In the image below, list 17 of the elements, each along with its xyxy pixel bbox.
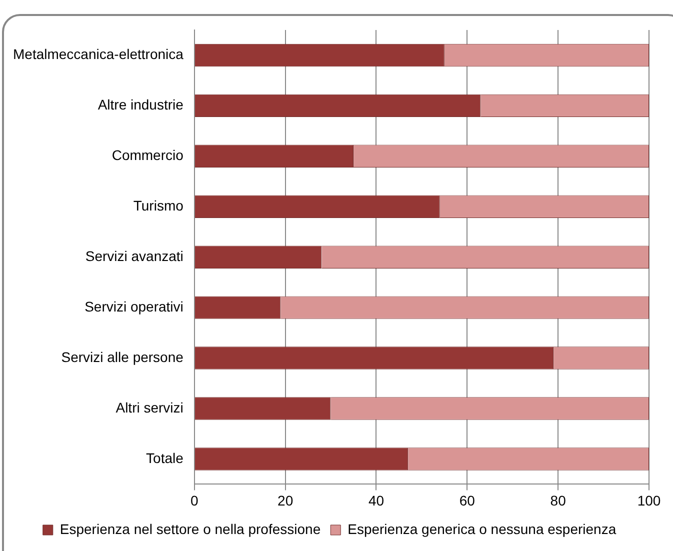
y-tick-label: Commercio xyxy=(112,147,184,164)
y-tick-label: Servizi avanzati xyxy=(85,248,184,264)
x-tick-label: 40 xyxy=(368,492,384,508)
x-tick-label: 80 xyxy=(550,492,566,508)
legend-label: Esperienza generica o nessuna esperienza xyxy=(348,520,616,537)
y-tick-label: Altri servizi xyxy=(116,399,184,416)
y-tick-label: Turismo xyxy=(133,197,184,214)
y-tick-label: Servizi operativi xyxy=(84,298,184,314)
x-tick-label: 60 xyxy=(459,492,476,508)
x-tick-label: 0 xyxy=(190,492,199,508)
y-tick-label: Altre industrie xyxy=(98,96,184,113)
y-tick-label: Metalmeccanica-elettronica xyxy=(13,46,184,62)
x-tick-label: 100 xyxy=(637,492,661,508)
x-tick-label: 20 xyxy=(278,492,294,508)
y-tick-label: Servizi alle persone xyxy=(61,348,184,365)
y-tick-label: Totale xyxy=(146,450,184,466)
legend-label: Esperienza nel settore o nella professione xyxy=(60,520,321,537)
